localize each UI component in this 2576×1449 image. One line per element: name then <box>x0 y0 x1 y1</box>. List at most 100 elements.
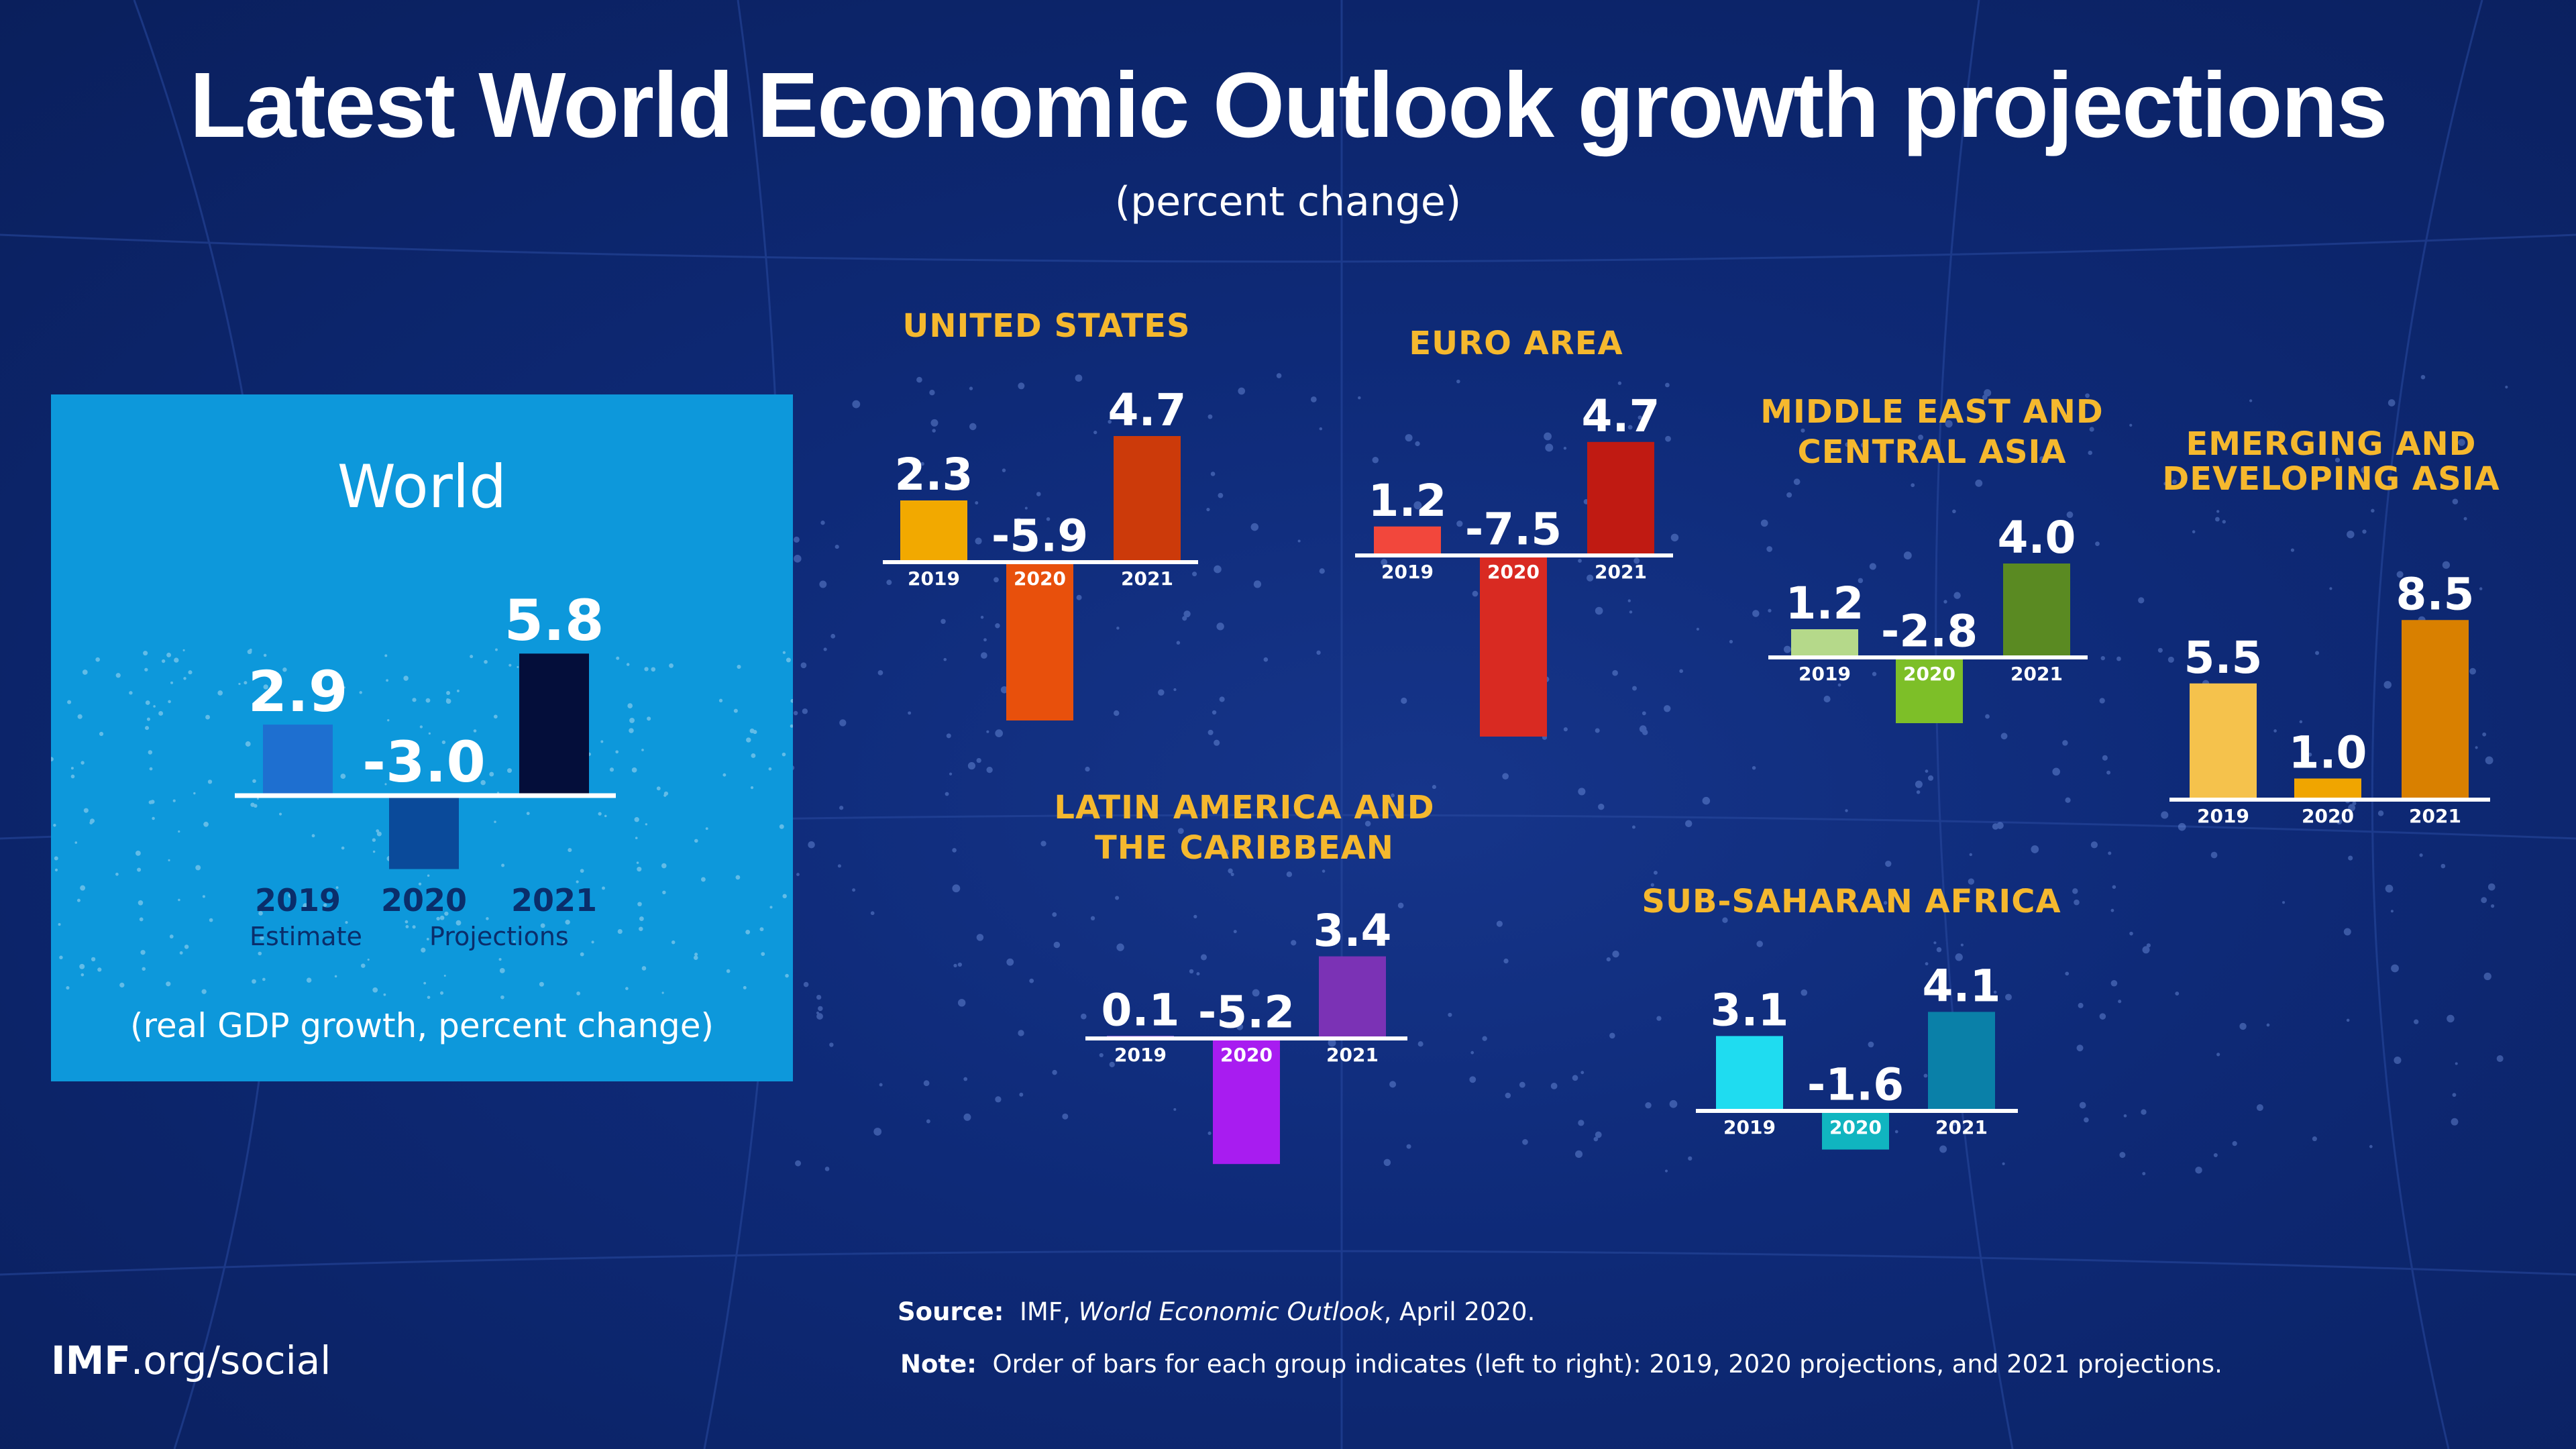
value-label-euro-2019: 1.2 <box>1368 475 1447 527</box>
chart-us: 2.3 2019 -5.9 2020 4.7 2021 <box>883 384 1198 720</box>
region-title-latam: LATIN AMERICA AND THE CARIBBEAN <box>1006 788 1483 868</box>
value-label-us-2021: 4.7 <box>1108 384 1187 436</box>
note-text: Order of bars for each group indicates (… <box>992 1350 2222 1379</box>
bar-asia-2019 <box>2190 683 2257 800</box>
bar-world-2021 <box>519 653 589 796</box>
tick-label-me-2019: 2019 <box>1799 663 1851 685</box>
value-label-us-2020: -5.9 <box>991 511 1088 562</box>
region-title-us: UNITED STATES <box>902 307 1191 345</box>
tick-label-us-2021: 2021 <box>1121 568 1173 590</box>
projections-label: Projections <box>429 922 569 951</box>
chart-world: 2.9 2019 -3.0 2020 5.8 2021 <box>235 588 616 918</box>
source-post: , April 2020. <box>1383 1297 1536 1326</box>
brand-bold: IMF <box>51 1338 131 1383</box>
chart-ssa: 3.1 2019 -1.6 2020 4.1 2021 <box>1696 961 2018 1150</box>
value-label-ssa-2021: 4.1 <box>1923 961 2001 1012</box>
region-title-latam-line2: THE CARIBBEAN <box>1095 829 1394 867</box>
tick-label-me-2021: 2021 <box>2010 663 2063 685</box>
bar-us-2021 <box>1114 436 1181 562</box>
value-label-latam-2021: 3.4 <box>1313 905 1392 957</box>
region-title-ssa: SUB-SAHARAN AFRICA <box>1642 883 2061 920</box>
region-title-asia-line1: EMERGING AND <box>2186 425 2477 463</box>
bar-latam-2020 <box>1213 1038 1280 1165</box>
tick-label-asia-2019: 2019 <box>2197 805 2249 827</box>
bar-euro-2021 <box>1587 441 1654 555</box>
bar-asia-2021 <box>2402 620 2469 800</box>
tick-label-ssa-2021: 2021 <box>1935 1116 1988 1138</box>
tick-label-latam-2019: 2019 <box>1114 1044 1167 1066</box>
value-label-euro-2021: 4.7 <box>1582 390 1660 442</box>
region-title-euro: EURO AREA <box>1409 325 1623 362</box>
tick-label-asia-2021: 2021 <box>2409 805 2461 827</box>
note-label: Note: <box>900 1350 977 1379</box>
world-note: (real GDP growth, percent change) <box>129 1006 714 1045</box>
value-label-ssa-2019: 3.1 <box>1711 985 1789 1036</box>
value-label-me-2020: -2.8 <box>1881 606 1978 657</box>
source-label: Source: <box>898 1297 1004 1326</box>
region-title-asia: EMERGING AND DEVELOPING ASIA <box>2113 427 2549 496</box>
region-title-me-line2: CENTRAL ASIA <box>1797 433 2067 471</box>
brand-link[interactable]: IMF.org/social <box>51 1338 331 1383</box>
tick-label-us-2020: 2020 <box>1014 568 1066 590</box>
page-subtitle: (percent change) <box>1114 178 1462 225</box>
tick-label-me-2020: 2020 <box>1903 663 1955 685</box>
source-title: World Economic Outlook <box>1078 1297 1384 1326</box>
value-label-ssa-2020: -1.6 <box>1807 1059 1904 1111</box>
tick-label-world-2019: 2019 <box>255 882 341 918</box>
value-label-asia-2021: 8.5 <box>2396 568 2475 620</box>
bar-me-2019 <box>1791 629 1858 657</box>
tick-label-asia-2020: 2020 <box>2302 805 2354 827</box>
value-label-world-2019: 2.9 <box>248 659 348 724</box>
value-label-latam-2019: 0.1 <box>1102 985 1180 1036</box>
bar-me-2021 <box>2003 564 2070 657</box>
bar-ssa-2021 <box>1928 1012 1995 1111</box>
tick-label-world-2020: 2020 <box>381 882 467 918</box>
bar-euro-2020 <box>1480 555 1547 737</box>
bar-euro-2019 <box>1374 526 1441 555</box>
value-label-world-2020: -3.0 <box>362 729 486 795</box>
bar-me-2020 <box>1896 657 1963 723</box>
bar-world-2019 <box>263 724 333 796</box>
region-title-me: MIDDLE EAST AND CENTRAL ASIA <box>1690 392 2174 472</box>
tick-label-euro-2021: 2021 <box>1595 561 1647 583</box>
value-label-latam-2020: -5.2 <box>1198 987 1295 1038</box>
value-label-asia-2020: 1.0 <box>2289 727 2367 779</box>
bar-ssa-2020 <box>1822 1111 1889 1150</box>
value-label-us-2019: 2.3 <box>895 449 973 500</box>
tick-label-us-2019: 2019 <box>908 568 960 590</box>
bar-ssa-2019 <box>1716 1036 1783 1111</box>
value-label-world-2021: 5.8 <box>504 588 604 653</box>
world-panel: World Estimate Projections (real GDP gro… <box>51 394 793 1081</box>
bar-us-2019 <box>900 500 967 562</box>
estimate-label: Estimate <box>250 922 362 951</box>
chart-latam: 0.1 2019 -5.2 2020 3.4 2021 <box>1085 905 1407 1165</box>
value-label-me-2021: 4.0 <box>1998 512 2076 564</box>
tick-label-ssa-2019: 2019 <box>1723 1116 1776 1138</box>
tick-label-euro-2020: 2020 <box>1487 561 1540 583</box>
bar-world-2020 <box>389 796 459 869</box>
region-title-me-line1: MIDDLE EAST AND <box>1760 393 2104 431</box>
region-title-latam-line1: LATIN AMERICA AND <box>1054 789 1435 826</box>
tick-label-ssa-2020: 2020 <box>1829 1116 1882 1138</box>
bar-latam-2021 <box>1319 956 1386 1038</box>
source-pre: IMF, <box>1020 1297 1079 1326</box>
footer-source: Source: IMF, World Economic Outlook, Apr… <box>898 1297 1535 1326</box>
bar-us-2020 <box>1006 562 1073 720</box>
tick-label-latam-2020: 2020 <box>1220 1044 1273 1066</box>
chart-me: 1.2 2019 -2.8 2020 4.0 2021 <box>1768 512 2088 723</box>
tick-label-world-2021: 2021 <box>511 882 597 918</box>
value-label-me-2019: 1.2 <box>1786 578 1864 629</box>
page-title: Latest World Economic Outlook growth pro… <box>189 54 2388 157</box>
brand-rest: .org/social <box>130 1338 331 1383</box>
value-label-euro-2020: -7.5 <box>1465 504 1562 555</box>
region-title-asia-line2: DEVELOPING ASIA <box>2162 460 2500 498</box>
tick-label-latam-2021: 2021 <box>1326 1044 1379 1066</box>
chart-asia: 5.5 2019 1.0 2020 8.5 2021 <box>2169 568 2490 827</box>
footer-note: Note: Order of bars for each group indic… <box>900 1350 2222 1379</box>
tick-label-euro-2019: 2019 <box>1381 561 1434 583</box>
bar-asia-2020 <box>2294 778 2361 800</box>
world-label: World <box>337 452 507 521</box>
chart-euro: 1.2 2019 -7.5 2020 4.7 2021 <box>1355 390 1673 737</box>
